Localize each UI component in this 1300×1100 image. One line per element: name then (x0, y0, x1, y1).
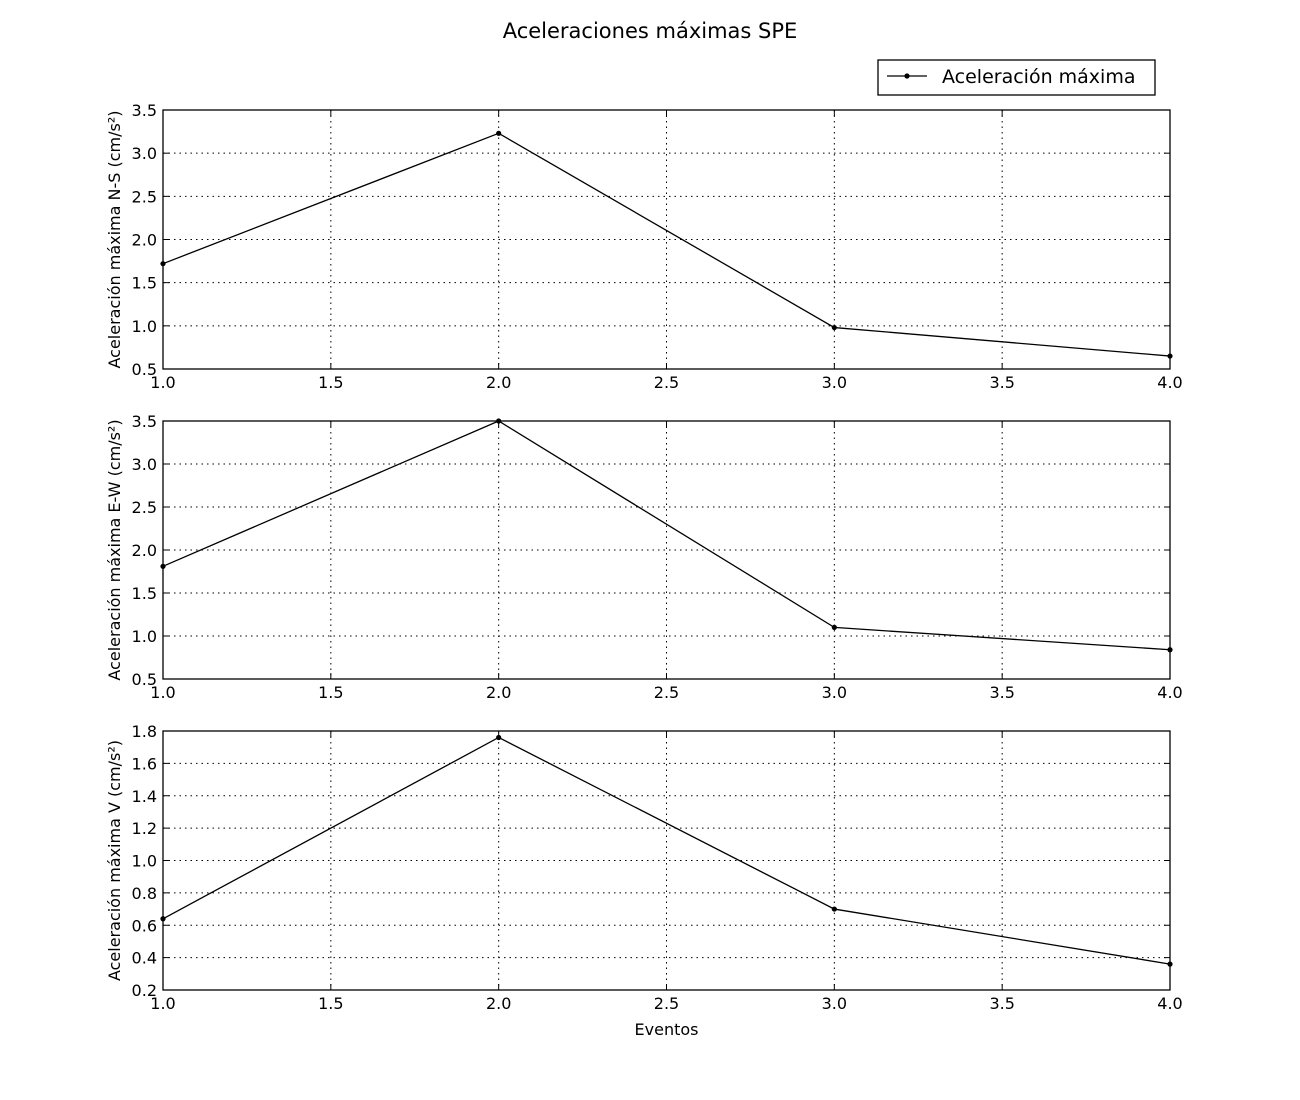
x-tick-label: 4.0 (1157, 683, 1182, 702)
x-tick-label: 2.0 (486, 373, 511, 392)
y-tick-label: 1.6 (132, 754, 157, 773)
series-line (162, 420, 1171, 651)
subplot-stack: 0.51.01.52.02.53.03.51.0 1.5 2.0 2.5 3.0 3.5 4… (105, 101, 1183, 1039)
y-axis-label: Aceleración máxima V (cm/s²) (105, 740, 124, 981)
x-tick-label: 1.0 (150, 373, 175, 392)
x-tick-label: 2.0 (486, 994, 511, 1013)
data-point (496, 734, 502, 741)
y-tick-label: 1.0 (132, 317, 157, 336)
x-tick-label: 1.5 (318, 994, 343, 1013)
subplot-3: 0.2 0.4 0.6 0.8 1.0 1.2 1.4 1.6 1.8 1.0 1.5 2.0 2.5 3… (105, 722, 1183, 1039)
x-tick-label: 3.5 (989, 683, 1014, 702)
subplot-2: 0.51.01.52.02.53.03.51.0 1.5 2.0 2.5 3.0 3.5 4… (105, 412, 1183, 702)
y-tick-label: 3.5 (132, 101, 157, 120)
x-tick-label: 1.0 (150, 994, 175, 1013)
y-axis-label: Aceleración máxima N-S (cm/s²) (105, 110, 124, 368)
y-tick-label: 0.5 (132, 670, 157, 689)
x-tick-label: 1.5 (318, 683, 343, 702)
y-tick-label: 1.5 (132, 274, 157, 293)
y-tick-label: 0.6 (132, 916, 157, 935)
y-axis-label: Aceleración máxima E-W (cm/s²) (105, 419, 124, 680)
data-point (496, 130, 502, 136)
x-tick-label: 4.0 (1157, 994, 1182, 1013)
x-tick-label: 3.0 (822, 683, 847, 702)
data-point (831, 624, 837, 631)
x-tick-label: 3.0 (822, 994, 847, 1013)
y-tick-label: 1.0 (132, 852, 157, 871)
legend-marker-sample (904, 73, 910, 79)
x-tick-label: 2.5 (654, 683, 679, 702)
y-tick-label: 1.4 (132, 787, 157, 806)
y-tick-label: 2.0 (132, 231, 157, 250)
chart-title: Aceleraciones máximas SPE (503, 19, 798, 43)
y-tick-label: 0.8 (132, 884, 157, 903)
x-tick-label: 2.5 (654, 373, 679, 392)
data-point (831, 324, 837, 331)
legend: Aceleración máxima (877, 59, 1156, 96)
x-tick-label: 2.0 (486, 683, 511, 702)
y-tick-label: 0.4 (132, 949, 157, 968)
y-tick-label: 3.0 (132, 144, 157, 163)
y-tick-label: 3.5 (132, 412, 157, 431)
x-tick-label: 3.5 (989, 373, 1014, 392)
axes-frame (162, 109, 1171, 370)
y-tick-label: 2.5 (132, 498, 157, 517)
y-tick-label: 0.2 (132, 981, 157, 1000)
x-tick-label: 1.5 (318, 373, 343, 392)
x-axis-label: Eventos (635, 1020, 699, 1039)
y-tick-label: 0.5 (132, 360, 157, 379)
x-tick-label: 3.0 (822, 373, 847, 392)
series-line (162, 736, 1171, 965)
subplot-1: 0.51.01.52.02.53.03.51.0 1.5 2.0 2.5 3.0 3.5 4… (105, 101, 1183, 392)
y-tick-label: 1.0 (132, 627, 157, 646)
legend-label: Aceleración máxima (942, 66, 1135, 88)
axes-frame (162, 420, 1171, 680)
y-tick-label: 1.5 (132, 584, 157, 603)
axes-frame (162, 730, 1171, 991)
x-tick-label: 1.0 (150, 683, 175, 702)
x-tick-label: 4.0 (1157, 373, 1182, 392)
y-tick-label: 3.0 (132, 455, 157, 474)
y-tick-label: 2.0 (132, 541, 157, 560)
y-tick-label: 1.2 (132, 819, 157, 838)
x-tick-label: 2.5 (654, 994, 679, 1013)
y-tick-label: 1.8 (132, 722, 157, 741)
data-point (831, 906, 837, 912)
series-line (162, 132, 1171, 357)
legend-box (877, 59, 1156, 96)
y-tick-label: 2.5 (132, 187, 157, 206)
x-tick-label: 3.5 (989, 994, 1014, 1013)
